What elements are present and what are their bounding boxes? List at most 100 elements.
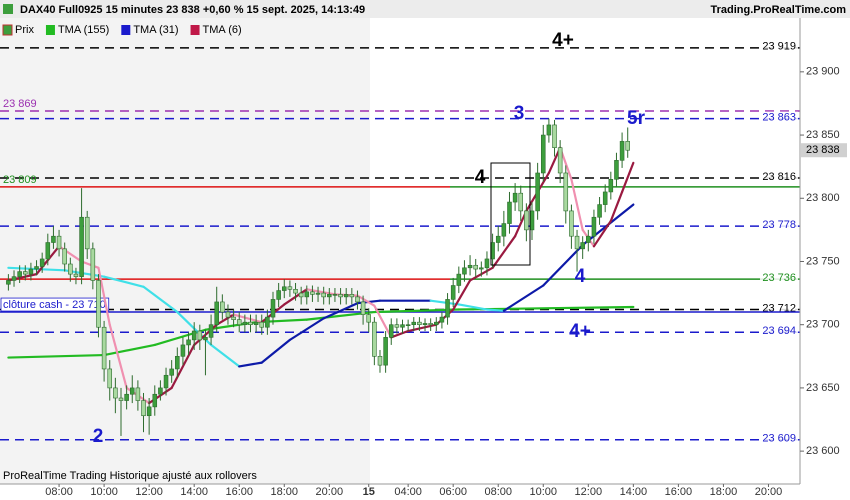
candle-body [186,339,191,346]
x-tick-label: 12:00 [135,486,163,498]
level-label: 23 869 [3,98,37,110]
candle-body [248,321,253,325]
level-label: 23 863 [762,112,796,124]
candle-body [51,235,56,243]
indicator-line [609,190,624,223]
candle-body [270,299,276,318]
wave-annotation: 5r [627,108,646,129]
candle-body [580,242,585,250]
wave-annotation: 4+ [569,321,591,342]
y-tick-label: 23 700 [806,319,840,331]
axes: 23 900 23 850 23 800 23 750 23 700 23 650 23 6… [45,66,847,498]
wave-box [490,162,531,266]
header-bar [0,0,850,18]
candle-body [405,324,411,326]
candle-body [625,141,630,151]
candle-body [411,321,417,325]
y-tick-label: 23 600 [806,445,840,457]
candle-body [152,393,158,408]
candle-body [17,271,22,277]
candle-body [197,330,203,341]
level-label: 23 919 [762,41,796,53]
legend-label: Prix [15,24,34,36]
x-tick-label: 10:00 [529,486,557,498]
indicator-line [305,288,337,296]
candle-body [321,292,326,298]
y-tick-label: 23 750 [806,255,840,267]
candle-body [529,210,535,231]
candle-body [467,264,473,269]
wave-annotation: 4 [475,167,486,188]
candle-body [586,235,591,243]
x-tick-label: 14:00 [620,486,648,498]
x-axis-panel [0,484,850,500]
level-label: 23 609 [762,433,796,445]
candle-body [563,172,569,212]
candle-body [614,160,619,180]
indicator-line [429,299,460,306]
indicator-line [7,353,106,359]
x-tick-label: 04:00 [394,486,422,498]
y-tick-label: 23 900 [806,66,840,78]
candle-body [107,368,113,389]
level-label-bg [0,297,110,312]
indicator-line [215,313,235,326]
indicator-line [238,361,263,368]
indicator-line [255,318,308,324]
candle-body [129,387,135,395]
source: Trading.ProRealTime.com [710,4,846,16]
level-label: 23 778 [762,219,796,231]
candle-body [546,124,552,136]
candle-body [445,299,450,318]
candle-body [349,294,355,298]
candle-body [434,321,439,325]
candle-body [84,216,90,250]
x-tick-label: 10:00 [90,486,118,498]
indicator-line [407,323,438,333]
candle-body [203,337,208,341]
candle-body [473,264,478,270]
indicator-line [170,343,196,390]
candle-body [383,337,388,366]
x-tick-label: 12:00 [575,486,603,498]
x-tick-label: 18:00 [710,486,738,498]
candle-body [315,292,321,295]
x-tick-label: 15 [363,486,375,498]
y-tick-label: 23 850 [806,129,840,141]
candle-body [310,291,315,295]
level-label: 23 809 [3,174,37,186]
legend-swatch [190,25,200,35]
x-tick-label: 16:00 [225,486,253,498]
candle-body [557,147,563,174]
candle-body [343,294,349,298]
candle-body [552,124,557,148]
candle-body [146,406,152,417]
candle-body [124,393,129,401]
candle-body [518,192,524,212]
indicator-line [108,323,128,390]
level-label: clôture cash - 23 710 [3,299,106,311]
candle-body [73,273,79,277]
candle-body [253,321,259,325]
candle-body [287,286,293,290]
candle-body [135,387,141,401]
level-label-bg [760,432,798,445]
candle-body [355,296,360,303]
legend-label: TMA (155) [58,24,109,36]
candle-body [34,266,39,270]
indicator-line [288,317,325,341]
last-price-label: 23 838 [806,144,840,156]
indicator-line [373,308,460,314]
level-label-bg [760,219,798,232]
legend-swatch [2,24,13,36]
level-label-bg [760,325,798,338]
candle-body [479,267,484,270]
level-label-bg [760,171,798,184]
indicator-line [97,266,111,326]
candle-body [338,294,343,298]
level-label-bg [760,40,798,53]
candle-body [90,248,96,281]
candle-body [23,271,28,275]
candle-body [574,235,580,250]
